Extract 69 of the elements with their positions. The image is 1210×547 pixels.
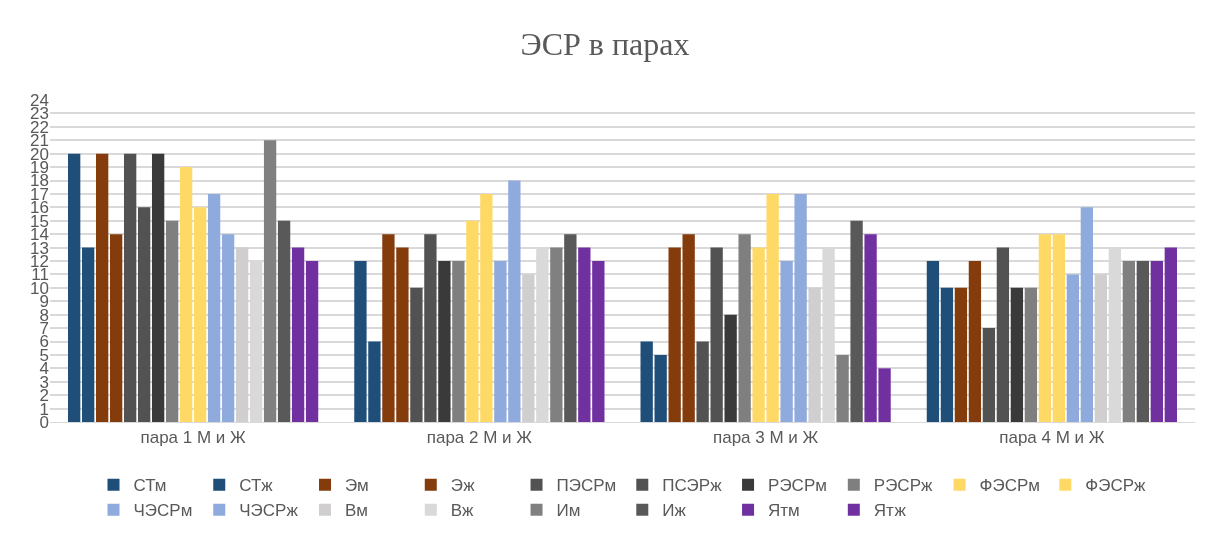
legend-label: Вж: [450, 501, 475, 521]
bar: [221, 234, 235, 422]
legend-label: Ятм: [768, 501, 800, 521]
bar: [738, 234, 751, 422]
legend-label: ПСЭРж: [662, 476, 723, 496]
legend-label: ФЭСРж: [1085, 476, 1147, 496]
bar: [954, 287, 968, 422]
bar: [1024, 287, 1038, 422]
bar: [940, 287, 954, 422]
bar: [724, 314, 737, 422]
legend-label: РЭСРм: [768, 476, 827, 496]
bar: [654, 354, 667, 422]
bar: [836, 354, 849, 422]
legend-label: Эм: [345, 476, 369, 496]
x-tick-label: пара 3 М и Ж: [712, 428, 819, 448]
bar: [123, 153, 137, 422]
bar: [82, 247, 95, 422]
bar: [850, 220, 863, 422]
bar: [110, 234, 123, 422]
bar: [1010, 287, 1024, 422]
bar: [578, 247, 591, 422]
legend-label: ЧЭСРм: [133, 501, 193, 521]
bar: [438, 261, 451, 422]
bar: [668, 247, 681, 422]
legend-label: ПЭСРм: [556, 476, 617, 496]
legend-label: Эж: [450, 476, 476, 496]
bar: [291, 247, 305, 422]
bar: [96, 153, 109, 422]
legend-label: СТм: [133, 476, 167, 496]
bar: [263, 140, 277, 422]
legend-label: СТж: [239, 476, 274, 496]
bar: [1052, 234, 1066, 422]
bar: [1080, 207, 1094, 422]
bar: [1066, 274, 1080, 422]
bar: [682, 234, 695, 422]
bar: [996, 247, 1010, 422]
bar: [193, 207, 207, 422]
bar: [179, 167, 193, 422]
bar: [550, 247, 563, 422]
x-tick-label: пара 2 М и Ж: [426, 428, 533, 448]
bar: [452, 261, 465, 422]
bar: [1038, 234, 1052, 422]
bar: [640, 341, 653, 422]
bar: [305, 261, 319, 422]
bar: [968, 261, 982, 422]
legend-label: Ятж: [873, 501, 907, 521]
x-tick-label: пара 1 М и Ж: [140, 428, 247, 448]
legend-label: Вм: [345, 501, 368, 521]
bar: [1150, 261, 1163, 422]
bar: [68, 153, 81, 422]
legend-label: Иж: [662, 501, 687, 521]
bar: [137, 207, 151, 422]
bar: [1122, 261, 1135, 422]
bar: [207, 193, 221, 422]
bar: [165, 220, 179, 422]
legend-label: ЧЭСРж: [239, 501, 299, 521]
bar: [926, 261, 940, 422]
bar: [982, 328, 996, 422]
chart-title: ЭСР в парах: [520, 26, 690, 63]
bar: [564, 234, 577, 422]
bar: [277, 220, 291, 422]
bar: [592, 261, 605, 422]
bar: [1164, 247, 1177, 422]
x-tick-label: пара 4 М и Ж: [999, 428, 1105, 448]
bar: [151, 153, 165, 422]
legend-label: Им: [556, 501, 581, 521]
bar: [1136, 261, 1149, 422]
legend-label: ФЭСРм: [979, 476, 1041, 496]
legend-label: РЭСРж: [873, 476, 933, 496]
